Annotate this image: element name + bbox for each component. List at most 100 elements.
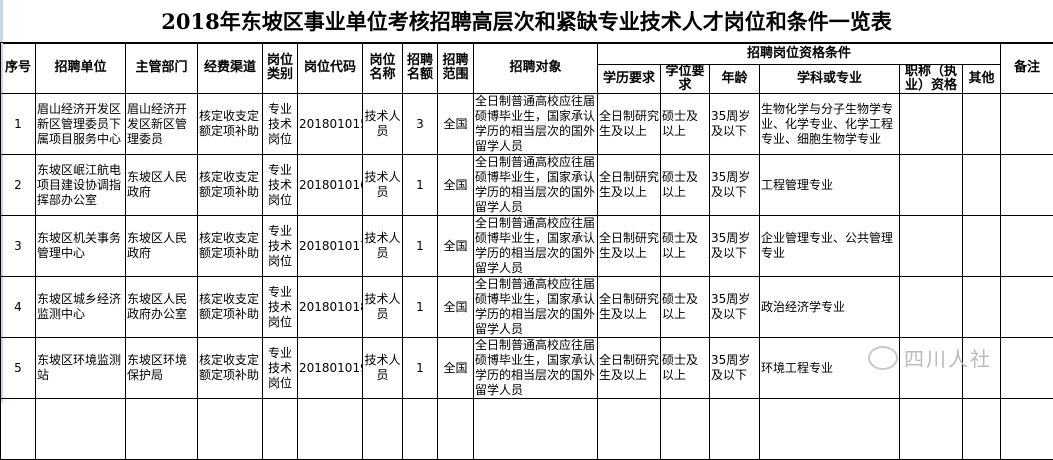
cell-dept: 东坡区人民政府 xyxy=(126,155,198,216)
cell-target: 全日制普通高校应往届硕博毕业生，国家承认学历的相当层次的国外留学人员 xyxy=(474,216,598,277)
cell-post-name: 技术人员 xyxy=(363,338,403,399)
cell-education: 全日制研究生及以上 xyxy=(598,94,661,155)
cell-post-type: 专业技术岗位 xyxy=(263,277,298,338)
cell-dept: 东坡区人民政府办公室 xyxy=(126,277,198,338)
header-qualifications: 招聘岗位资格条件 xyxy=(598,43,1001,65)
cell-post-type: 专业技术岗位 xyxy=(263,155,298,216)
cell-funding: 核定收支定额定项补助 xyxy=(198,155,263,216)
cell-title-cert xyxy=(900,94,963,155)
cell-scope: 全国 xyxy=(438,277,474,338)
cell-post-name: 技术人员 xyxy=(363,155,403,216)
header-major: 学科或专业 xyxy=(760,65,900,94)
header-education: 学历要求 xyxy=(598,65,661,94)
cell-quota: 1 xyxy=(403,216,438,277)
header-scope: 招聘范围 xyxy=(438,43,474,94)
cell-scope: 全国 xyxy=(438,155,474,216)
cell-seq: 3 xyxy=(1,216,36,277)
cell-target: 全日制普通高校应往届硕博毕业生，国家承认学历的相当层次的国外留学人员 xyxy=(474,338,598,399)
cell-seq: 2 xyxy=(1,155,36,216)
cell-post-code: 201801017 xyxy=(298,216,363,277)
cell-scope: 全国 xyxy=(438,216,474,277)
wechat-icon xyxy=(868,346,898,370)
cell-other xyxy=(963,94,1001,155)
cell-post-name: 技术人员 xyxy=(363,277,403,338)
cell-post-type: 专业技术岗位 xyxy=(263,216,298,277)
cell-other xyxy=(963,216,1001,277)
cell-unit: 东坡区环境监测站 xyxy=(36,338,126,399)
header-title-cert: 职称（执业）资格 xyxy=(900,65,963,94)
cell-title-cert xyxy=(900,155,963,216)
cell-target: 全日制普通高校应往届硕博毕业生，国家承认学历的相当层次的国外留学人员 xyxy=(474,277,598,338)
cell-unit: 东坡区城乡经济监测中心 xyxy=(36,277,126,338)
watermark: 四川人社 xyxy=(868,343,992,372)
positions-table: 序号 招聘单位 主管部门 经费渠道 岗位类别 岗位代码 岗位名称 招聘名额 招聘… xyxy=(0,42,1053,460)
header-age: 年龄 xyxy=(710,65,760,94)
cell-other xyxy=(963,155,1001,216)
cell-major: 政治经济学专业 xyxy=(760,277,900,338)
header-post-name: 岗位名称 xyxy=(363,43,403,94)
cell-post-code: 201801018 xyxy=(298,277,363,338)
cell-age: 35周岁及以下 xyxy=(710,94,760,155)
cell-post-code: 201801015 xyxy=(298,94,363,155)
cell-major: 企业管理专业、公共管理专业 xyxy=(760,216,900,277)
cell-dept: 东坡区环境保护局 xyxy=(126,338,198,399)
watermark-text: 四川人社 xyxy=(904,343,992,372)
cell-unit: 东坡区机关事务管理中心 xyxy=(36,216,126,277)
cell-target: 全日制普通高校应往届硕博毕业生，国家承认学历的相当层次的国外留学人员 xyxy=(474,94,598,155)
cell-target: 全日制普通高校应往届硕博毕业生，国家承认学历的相当层次的国外留学人员 xyxy=(474,155,598,216)
cell-funding: 核定收支定额定项补助 xyxy=(198,94,263,155)
header-remarks: 备注 xyxy=(1001,43,1053,94)
cell-degree: 硕士及以上 xyxy=(661,94,710,155)
cell-post-code: 201801019 xyxy=(298,338,363,399)
cell-quota: 3 xyxy=(403,94,438,155)
cell-unit: 眉山经济开发区新区管理委员下属项目服务中心 xyxy=(36,94,126,155)
cell-remarks xyxy=(1001,277,1053,338)
cell-post-name: 技术人员 xyxy=(363,94,403,155)
cell-major: 生物化学与分子生物学专业、化学专业、化学工程专业、细胞生物学专业 xyxy=(760,94,900,155)
cell-seq: 1 xyxy=(1,94,36,155)
header-quota: 招聘名额 xyxy=(403,43,438,94)
cell-post-code: 201801016 xyxy=(298,155,363,216)
cell-post-type: 专业技术岗位 xyxy=(263,338,298,399)
cell-age: 35周岁及以下 xyxy=(710,277,760,338)
cell-quota: 1 xyxy=(403,155,438,216)
cell-unit: 东坡区岷江航电项目建设协调指挥部办公室 xyxy=(36,155,126,216)
cell-quota: 1 xyxy=(403,338,438,399)
cell-scope: 全国 xyxy=(438,338,474,399)
cell-degree: 硕士及以上 xyxy=(661,338,710,399)
cell-quota: 1 xyxy=(403,277,438,338)
cell-other xyxy=(963,277,1001,338)
table-row-partial xyxy=(1,399,1053,460)
cell-education: 全日制研究生及以上 xyxy=(598,277,661,338)
page-title: 2018年东坡区事业单位考核招聘高层次和紧缺专业技术人才岗位和条件一览表 xyxy=(0,0,1053,44)
cell-age: 35周岁及以下 xyxy=(710,338,760,399)
cell-title-cert xyxy=(900,216,963,277)
cell-education: 全日制研究生及以上 xyxy=(598,338,661,399)
cell-remarks xyxy=(1001,216,1053,277)
header-post-type: 岗位类别 xyxy=(263,43,298,94)
cell-degree: 硕士及以上 xyxy=(661,155,710,216)
cell-degree: 硕士及以上 xyxy=(661,216,710,277)
cell-dept: 东坡区人民政府 xyxy=(126,216,198,277)
cell-post-name: 技术人员 xyxy=(363,216,403,277)
cell-title-cert xyxy=(900,277,963,338)
cell-age: 35周岁及以下 xyxy=(710,155,760,216)
header-target: 招聘对象 xyxy=(474,43,598,94)
cell-remarks xyxy=(1001,155,1053,216)
cell-funding: 核定收支定额定项补助 xyxy=(198,277,263,338)
header-seq: 序号 xyxy=(1,43,36,94)
cell-age: 35周岁及以下 xyxy=(710,216,760,277)
header-dept: 主管部门 xyxy=(126,43,198,94)
header-degree: 学位要求 xyxy=(661,65,710,94)
header-post-code: 岗位代码 xyxy=(298,43,363,94)
cell-remarks xyxy=(1001,94,1053,155)
cell-post-type: 专业技术岗位 xyxy=(263,94,298,155)
header-unit: 招聘单位 xyxy=(36,43,126,94)
cell-seq: 5 xyxy=(1,338,36,399)
cell-education: 全日制研究生及以上 xyxy=(598,216,661,277)
cell-seq: 4 xyxy=(1,277,36,338)
cell-major: 工程管理专业 xyxy=(760,155,900,216)
